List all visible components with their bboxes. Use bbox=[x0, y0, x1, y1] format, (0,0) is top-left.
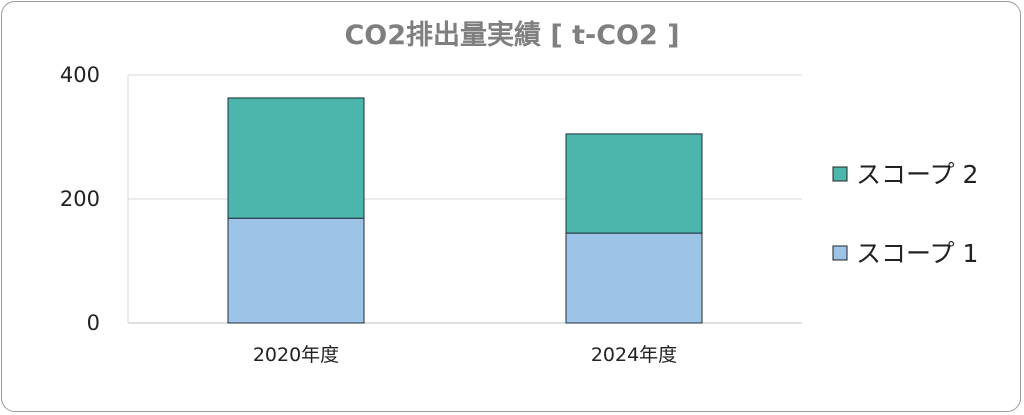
legend: スコープ 2 スコープ 1 bbox=[832, 160, 978, 268]
legend-label-scope2: スコープ 2 bbox=[856, 160, 978, 189]
legend-swatch-scope2 bbox=[832, 166, 848, 182]
x-label-2024: 2024年度 bbox=[591, 344, 677, 366]
bars bbox=[227, 97, 703, 324]
chart-title: CO2排出量実績 [ t-CO2 ] bbox=[344, 19, 679, 51]
bar-2020-scope1 bbox=[227, 217, 365, 324]
y-tick-200: 200 bbox=[60, 187, 100, 211]
legend-swatch-scope1 bbox=[832, 245, 848, 261]
bar-2020-scope2 bbox=[227, 97, 365, 219]
x-label-2020: 2020年度 bbox=[253, 344, 339, 366]
bar-2024-scope2 bbox=[565, 133, 703, 234]
bar-2024-scope1 bbox=[565, 232, 703, 324]
y-tick-0: 0 bbox=[87, 311, 100, 335]
legend-label-scope1: スコープ 1 bbox=[856, 239, 978, 268]
y-tick-400: 400 bbox=[60, 63, 100, 87]
